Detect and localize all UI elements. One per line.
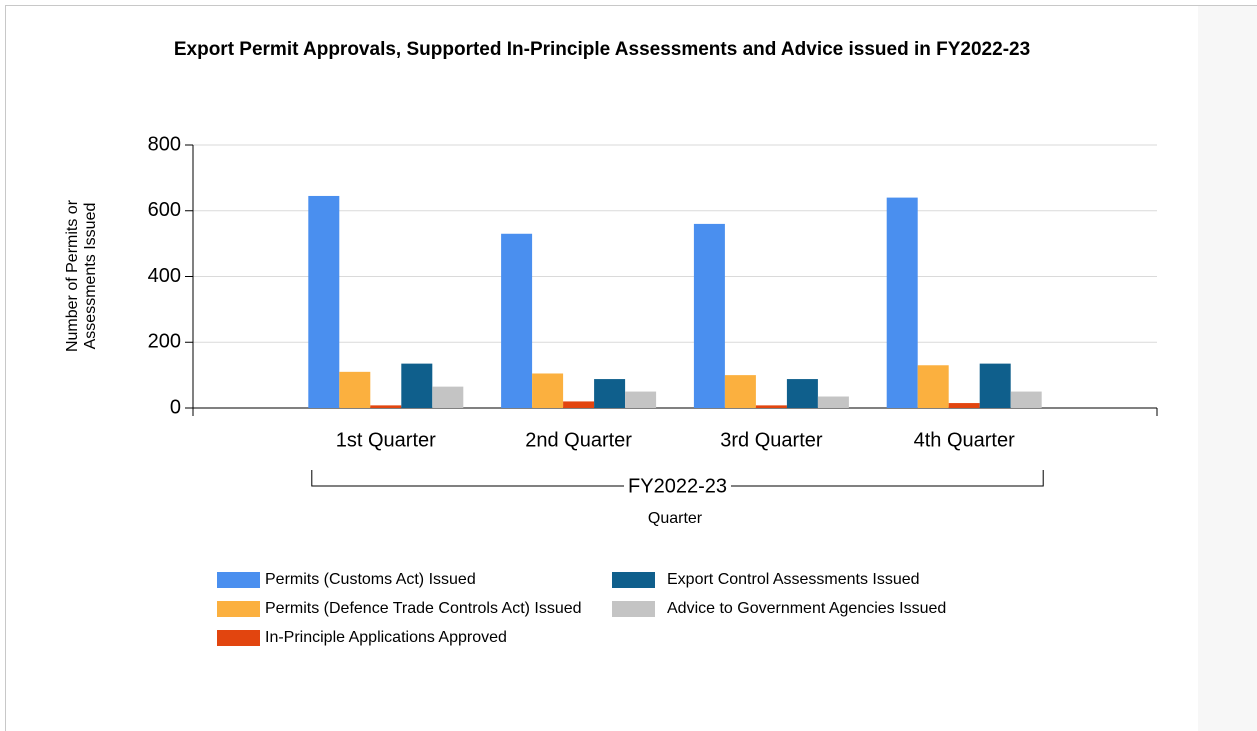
bar	[401, 363, 433, 408]
legend-swatch	[217, 601, 260, 617]
legend-label: Permits (Defence Trade Controls Act) Iss…	[265, 600, 582, 617]
bar	[501, 233, 533, 408]
y-tick-label: 400	[148, 265, 181, 287]
legend-label: Advice to Government Agencies Issued	[667, 600, 946, 617]
bar	[339, 371, 371, 408]
bar	[1010, 391, 1042, 408]
side-panel	[1198, 6, 1257, 731]
bar	[886, 197, 918, 408]
y-tick-label: 800	[148, 133, 181, 155]
bar	[370, 405, 402, 408]
y-tick-label: 0	[170, 396, 181, 418]
bar	[979, 363, 1011, 408]
legend-label: Export Control Assessments Issued	[667, 571, 920, 588]
bar	[755, 405, 787, 408]
bar	[432, 386, 464, 408]
x-tick-label: 4th Quarter	[914, 429, 1016, 451]
legend-swatch	[612, 572, 655, 588]
y-tick-label: 200	[148, 331, 181, 353]
bar	[786, 379, 818, 408]
frame	[5, 5, 1257, 731]
bar	[563, 401, 595, 408]
chart-title: Export Permit Approvals, Supported In-Pr…	[174, 39, 1030, 60]
x-tick-label: 2nd Quarter	[525, 429, 632, 451]
x-tick-label: 3rd Quarter	[720, 429, 823, 451]
bar	[817, 396, 849, 408]
group-label-bg	[624, 483, 731, 489]
y-axis-label: Number of Permits orAssessments Issued	[64, 199, 99, 352]
bar	[948, 403, 980, 408]
legend-label: In-Principle Applications Approved	[265, 629, 507, 646]
bar	[532, 373, 564, 408]
x-axis-label: Quarter	[648, 510, 703, 527]
group-label: FY2022-23	[628, 475, 727, 497]
y-tick-label: 600	[148, 199, 181, 221]
legend-swatch	[612, 601, 655, 617]
bar	[693, 223, 725, 408]
bar	[594, 379, 626, 408]
x-tick-label: 1st Quarter	[336, 429, 436, 451]
bar	[625, 391, 657, 408]
bar	[724, 375, 756, 408]
bar	[308, 195, 340, 408]
legend-label: Permits (Customs Act) Issued	[265, 571, 476, 588]
legend-swatch	[217, 630, 260, 646]
bar	[917, 365, 949, 408]
legend-swatch	[217, 572, 260, 588]
